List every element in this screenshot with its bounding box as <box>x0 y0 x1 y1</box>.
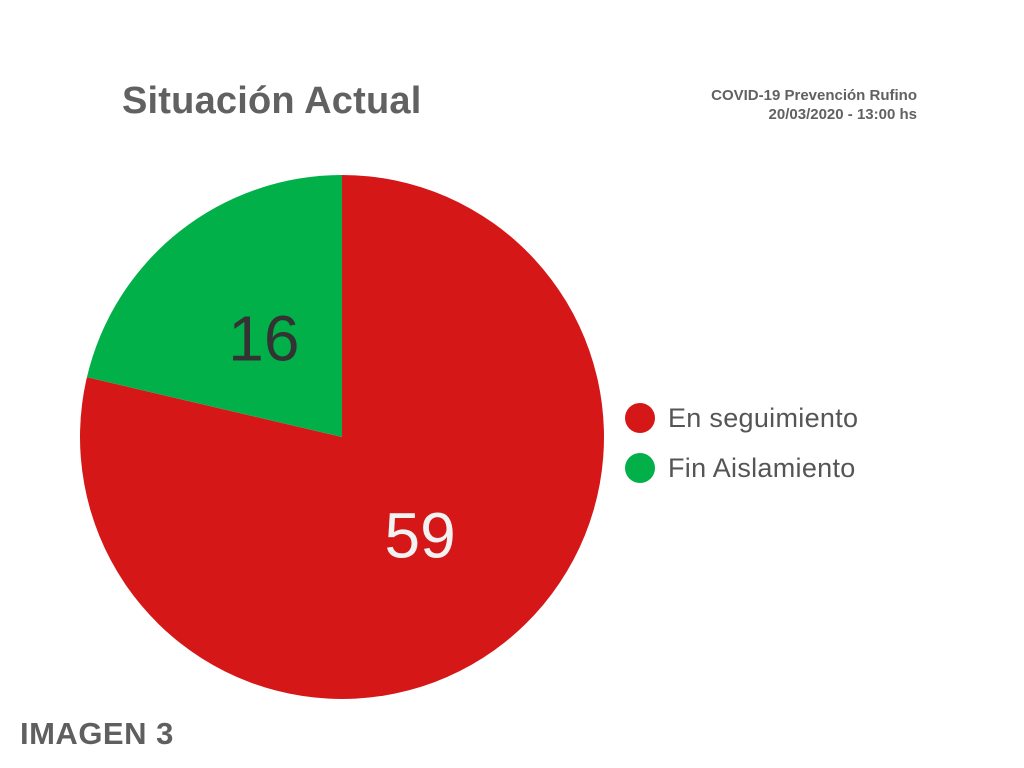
legend-item-fin-aislamiento: Fin Aislamiento <box>625 443 858 493</box>
legend-label: Fin Aislamiento <box>668 452 856 483</box>
chart-legend: En seguimiento Fin Aislamiento <box>625 393 858 493</box>
source-line-2: 20/03/2020 - 13:00 hs <box>768 106 917 123</box>
slice-value-label: 16 <box>228 302 299 374</box>
pie-slice-fin-aislamiento <box>86 175 342 437</box>
legend-label: En seguimiento <box>668 402 859 433</box>
pie-slice-en-seguimiento <box>79 175 605 699</box>
legend-swatch <box>625 453 655 483</box>
slice-value-label: 59 <box>385 500 456 572</box>
chart-source: COVID-19 Prevención Rufino 20/03/2020 - … <box>711 86 917 124</box>
image-caption: IMAGEN 3 <box>20 716 174 751</box>
legend-swatch <box>625 403 655 433</box>
legend-item-en-seguimiento: En seguimiento <box>625 393 858 443</box>
source-line-1: COVID-19 Prevención Rufino <box>711 87 917 104</box>
chart-title: Situación Actual <box>122 80 422 122</box>
